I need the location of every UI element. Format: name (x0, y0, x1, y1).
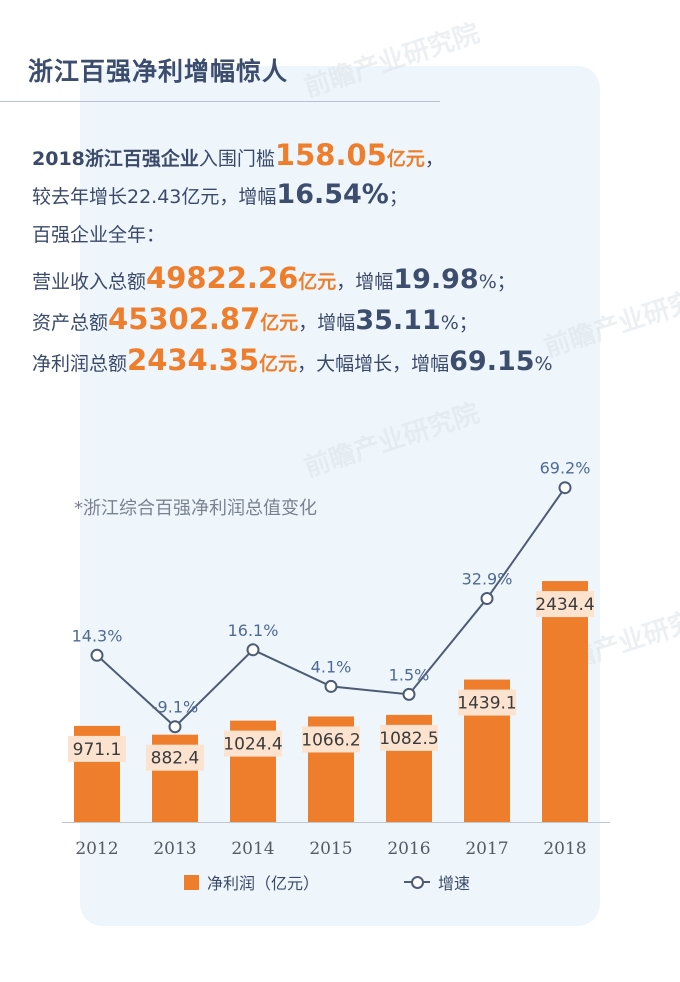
bar-value-label: 971.1 (73, 740, 122, 760)
bar-label-box (68, 735, 126, 762)
summary-text: 较去年增长22.43亿元，增幅 (32, 186, 277, 208)
growth-point (246, 643, 260, 657)
legend-line-swatch (404, 876, 430, 889)
summary-text: ， (424, 148, 444, 170)
summary-text: ； (458, 312, 478, 334)
summary-block: 2018浙江百强企业 入围门槛 158.05 亿元 ， 较去年增长22.43亿元… (32, 138, 660, 384)
summary-text: 入围门槛 (198, 148, 275, 170)
x-tick-label: 2017 (465, 839, 508, 859)
x-tick-label: 2014 (231, 839, 274, 859)
summary-line-1: 2018浙江百强企业 入围门槛 158.05 亿元 ， (32, 138, 660, 179)
bar-value-label: 1082.5 (379, 729, 438, 749)
growth-value-label: 32.9% (462, 570, 513, 589)
summary-text: ，增幅 (336, 271, 394, 293)
summary-line-6: 净利润总额 2434.35 亿元 ，大幅增长，增幅 69.15 % (32, 343, 660, 384)
threshold-value: 158.05 (274, 138, 387, 172)
chart-note: *浙江综合百强净利润总值变化 (74, 498, 317, 519)
growth-value-label: 1.5% (389, 665, 430, 684)
threshold-unit: 亿元 (386, 148, 425, 170)
page-title: 浙江百强净利增幅惊人 (28, 57, 289, 86)
x-tick-label: 2012 (75, 839, 118, 859)
summary-line-5: 资产总额 45302.87 亿元 ，增幅 35.11 % ； (32, 302, 660, 343)
growth-value-label: 4.1% (311, 657, 352, 676)
revenue-growth-value: 19.98 (393, 264, 479, 295)
bar-label-box (380, 724, 438, 751)
growth-value-label: -9.1% (152, 698, 198, 717)
legend-label: 增速 (438, 874, 471, 893)
summary-text: 2018浙江百强企业 (32, 148, 199, 170)
x-tick-label: 2016 (387, 839, 430, 859)
bar-value-label: 1066.2 (301, 730, 360, 750)
assets-growth-value: 35.11 (355, 305, 441, 336)
threshold-growth-value: 16.54% (276, 179, 389, 210)
growth-point (324, 679, 338, 693)
bar-value-label: 1439.1 (457, 694, 516, 714)
growth-point (402, 687, 416, 701)
x-tick-label: 2015 (309, 839, 352, 859)
net-profit-value: 2434.35 (127, 343, 260, 377)
summary-text: ，增幅 (298, 312, 356, 334)
bar-2018 (542, 581, 588, 822)
bar-value-label: 2434.4 (535, 595, 594, 615)
legend-item-line: 增速 (404, 870, 470, 894)
bar-label-box (536, 591, 594, 618)
bar-label-box (146, 744, 204, 771)
percent-sign: % (440, 312, 459, 334)
assets-unit: 亿元 (260, 312, 299, 334)
legend-item-bar: 净利润（亿元） (184, 870, 319, 894)
title-divider (0, 101, 440, 102)
bar-label-box (458, 689, 516, 716)
summary-line-3: 百强企业全年： (32, 220, 660, 261)
growth-point (90, 648, 104, 662)
legend-bar-swatch (184, 874, 199, 890)
legend-label: 净利润（亿元） (207, 874, 320, 893)
percent-sign: % (478, 271, 497, 293)
bar-label-box (302, 726, 360, 753)
summary-line-2: 较去年增长22.43亿元，增幅 16.54% ； (32, 179, 660, 220)
revenue-unit: 亿元 (298, 271, 337, 293)
growth-point (168, 720, 182, 734)
x-tick-label: 2018 (543, 839, 586, 859)
summary-text: 资产总额 (32, 312, 109, 334)
x-tick-label: 2013 (153, 839, 196, 859)
summary-text: ； (496, 271, 516, 293)
growth-value-label: 16.1% (228, 621, 279, 640)
growth-point (558, 481, 572, 495)
summary-text: ； (388, 186, 408, 208)
summary-line-4: 营业收入总额 49822.26 亿元 ，增幅 19.98 % ； (32, 261, 660, 302)
net-profit-unit: 亿元 (259, 353, 298, 375)
bar-value-label: 882.4 (151, 749, 200, 769)
growth-point (480, 592, 494, 606)
net-profit-growth-value: 69.15 (449, 346, 535, 377)
revenue-value: 49822.26 (146, 261, 299, 295)
assets-value: 45302.87 (108, 302, 261, 336)
bar-value-label: 1024.4 (223, 735, 282, 755)
growth-value-label: 69.2% (540, 459, 591, 478)
bar-label-box (224, 730, 282, 757)
summary-text: ，大幅增长，增幅 (297, 353, 450, 375)
summary-text: 营业收入总额 (32, 271, 147, 293)
percent-sign: % (534, 353, 553, 375)
summary-text: 百强企业全年： (32, 224, 166, 246)
summary-text: 净利润总额 (32, 353, 128, 375)
growth-value-label: 14.3% (72, 626, 123, 645)
